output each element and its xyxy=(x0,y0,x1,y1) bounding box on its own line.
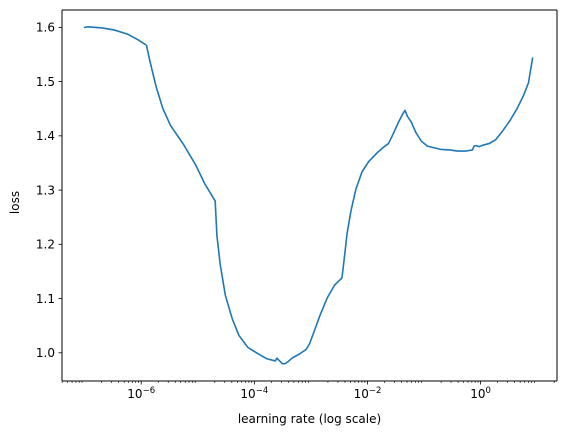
x-tick-label: 100 xyxy=(470,386,491,401)
y-tick-label: 1.5 xyxy=(36,75,55,89)
axes-frame xyxy=(61,9,558,382)
y-tick-label: 1.1 xyxy=(36,292,55,306)
x-tick-label: 10−6 xyxy=(127,386,155,401)
y-axis-label: loss xyxy=(8,191,22,214)
y-tick-label: 1.2 xyxy=(36,238,55,252)
y-tick-label: 1.0 xyxy=(36,346,55,360)
y-tick-label: 1.3 xyxy=(36,183,55,197)
y-tick-label: 1.6 xyxy=(36,21,55,35)
loss-series-line xyxy=(83,26,534,365)
x-tick-label: 10−2 xyxy=(354,386,382,401)
y-tick-label: 1.4 xyxy=(36,129,55,143)
x-tick-label: 10−4 xyxy=(240,386,268,401)
x-axis-label: learning rate (log scale) xyxy=(238,412,381,426)
